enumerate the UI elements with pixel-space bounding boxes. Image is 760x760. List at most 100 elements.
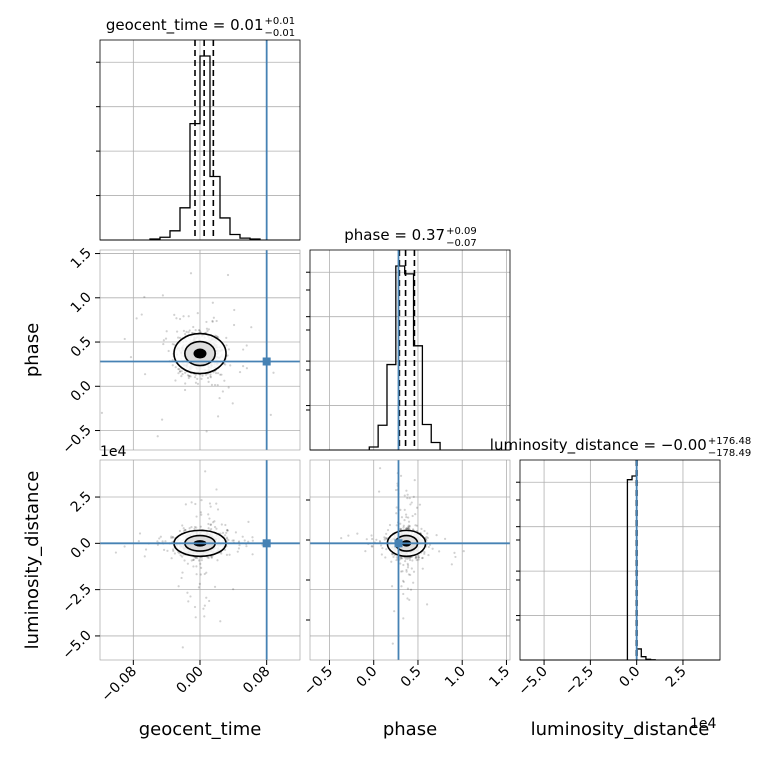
scatter-point xyxy=(370,545,373,548)
scatter-point xyxy=(170,557,173,560)
scatter-point xyxy=(201,374,204,377)
y-tick-label: 1.0 xyxy=(68,289,95,316)
scatter-point xyxy=(184,528,187,532)
scatter-point xyxy=(375,538,378,541)
x-tick-label: 0.08 xyxy=(240,664,273,697)
scatter-point xyxy=(414,557,417,560)
title-superscript: +176.48 xyxy=(708,436,751,447)
panel-frame xyxy=(519,459,721,661)
scatter-point xyxy=(195,526,198,529)
scatter-point xyxy=(184,332,187,336)
scatter-point xyxy=(209,523,212,527)
scatter-point xyxy=(196,377,199,381)
scatter-point xyxy=(182,315,185,318)
y-tick-label: 0.0 xyxy=(68,378,95,405)
scatter-point xyxy=(370,534,373,537)
scatter-point xyxy=(408,598,411,601)
scatter-point xyxy=(194,373,197,376)
scatter-point xyxy=(453,551,456,554)
scatter-point xyxy=(143,373,147,376)
y-tick-label: −2.5 xyxy=(59,581,94,616)
scatter-point xyxy=(199,511,203,514)
scatter-point xyxy=(394,488,398,492)
scatter-point xyxy=(175,317,178,320)
scatter-point xyxy=(194,502,197,506)
scatter-point xyxy=(182,329,186,332)
scatter-point xyxy=(198,582,201,585)
scatter-point xyxy=(173,552,177,555)
scatter-point xyxy=(178,529,182,533)
scatter-point xyxy=(221,531,225,534)
scatter-point xyxy=(200,377,203,381)
scatter-point xyxy=(400,557,404,560)
x-axis-label-luminosity-distance: luminosity_distance xyxy=(531,719,710,740)
scatter-points xyxy=(114,470,264,649)
scatter-point xyxy=(216,559,219,562)
scatter-point xyxy=(212,316,215,319)
x-tick-label: 1.5 xyxy=(486,664,513,691)
scatter-point xyxy=(171,364,174,367)
scatter-point xyxy=(204,373,208,376)
scatter-point xyxy=(245,367,248,370)
panel-frame xyxy=(309,249,511,451)
x-tick-label: 0.5 xyxy=(398,664,425,691)
scatter-point xyxy=(170,480,172,482)
scatter-point xyxy=(198,329,201,332)
scatter-point xyxy=(423,552,426,555)
scatter-point xyxy=(412,570,416,573)
scatter-point xyxy=(232,323,236,327)
scatter-point xyxy=(237,547,241,550)
scatter-point xyxy=(402,592,405,596)
scatter-point xyxy=(364,549,367,553)
scatter-point xyxy=(200,499,203,502)
scatter-point xyxy=(186,374,190,377)
scatter-point xyxy=(413,479,416,482)
histogram-luminosity_distance xyxy=(626,475,656,661)
scatter-point xyxy=(383,538,386,541)
diag-panel-phase: phase = 0.37 +0.09−0.07 xyxy=(306,226,511,451)
scatter-point xyxy=(383,536,386,539)
scatter-point xyxy=(216,383,219,387)
scatter-point xyxy=(390,560,393,563)
scatter-point xyxy=(454,555,457,559)
scatter-point xyxy=(225,531,228,534)
scatter-point xyxy=(184,382,187,385)
scatter-point xyxy=(187,315,190,318)
scatter-point xyxy=(406,564,410,567)
scatter-point xyxy=(250,326,253,329)
title-text: phase = 0.37 xyxy=(344,226,445,244)
scatter-panel-geocent_time-phase xyxy=(99,249,301,482)
scatter-points xyxy=(100,272,275,482)
scatter-point xyxy=(178,368,181,371)
scatter-point xyxy=(129,356,133,359)
scatter-point xyxy=(400,556,403,559)
scatter-point xyxy=(399,528,403,531)
scatter-point xyxy=(187,376,190,380)
scatter-point xyxy=(123,337,126,341)
diag-panel-geocent_time: geocent_time = 0.01 +0.01−0.01 xyxy=(96,16,301,241)
scatter-point xyxy=(426,532,429,535)
scatter-point xyxy=(241,535,244,538)
scatter-point xyxy=(226,529,229,532)
scatter-point xyxy=(192,325,195,329)
scatter-point xyxy=(421,556,424,559)
scatter-point xyxy=(194,556,197,559)
scatter-point xyxy=(417,556,420,559)
scatter-point xyxy=(408,526,411,529)
contour-core xyxy=(193,348,207,359)
scatter-point xyxy=(232,588,235,591)
scatter-point xyxy=(170,536,173,539)
scatter-point xyxy=(156,435,159,438)
scatter-point xyxy=(186,591,189,594)
scatter-point xyxy=(162,548,166,551)
scatter-point xyxy=(427,553,430,557)
y-tick-label: 0.5 xyxy=(68,334,95,361)
scatter-point xyxy=(417,556,421,559)
scatter-point xyxy=(218,397,221,400)
scatter-point xyxy=(192,558,195,561)
scatter-point xyxy=(406,557,409,560)
scatter-point xyxy=(435,533,438,537)
scatter-point xyxy=(100,411,104,414)
scatter-point xyxy=(384,536,387,540)
scatter-point xyxy=(395,556,398,559)
